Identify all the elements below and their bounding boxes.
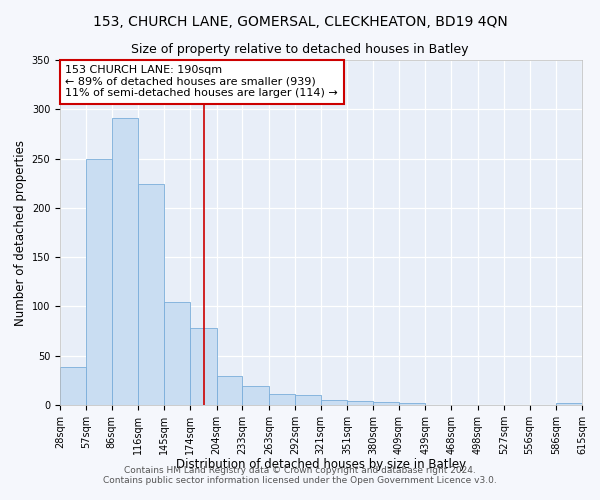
Bar <box>164 302 190 405</box>
Text: 153, CHURCH LANE, GOMERSAL, CLECKHEATON, BD19 4QN: 153, CHURCH LANE, GOMERSAL, CLECKHEATON,… <box>92 15 508 29</box>
Text: 153 CHURCH LANE: 190sqm
← 89% of detached houses are smaller (939)
11% of semi-d: 153 CHURCH LANE: 190sqm ← 89% of detache… <box>65 65 338 98</box>
Bar <box>269 394 295 405</box>
Bar <box>112 118 138 405</box>
Bar <box>190 328 217 405</box>
Y-axis label: Number of detached properties: Number of detached properties <box>14 140 28 326</box>
Bar <box>242 386 269 405</box>
Bar <box>320 400 347 405</box>
Bar <box>373 402 399 405</box>
Text: Contains HM Land Registry data © Crown copyright and database right 2024.
Contai: Contains HM Land Registry data © Crown c… <box>103 466 497 485</box>
Bar <box>217 376 242 405</box>
Bar <box>399 403 425 405</box>
Text: Size of property relative to detached houses in Batley: Size of property relative to detached ho… <box>131 42 469 56</box>
Bar <box>86 158 112 405</box>
Bar <box>60 366 86 405</box>
Bar <box>138 184 164 405</box>
Bar <box>295 395 320 405</box>
Bar <box>347 401 373 405</box>
X-axis label: Distribution of detached houses by size in Batley: Distribution of detached houses by size … <box>176 458 466 471</box>
Bar <box>556 403 582 405</box>
